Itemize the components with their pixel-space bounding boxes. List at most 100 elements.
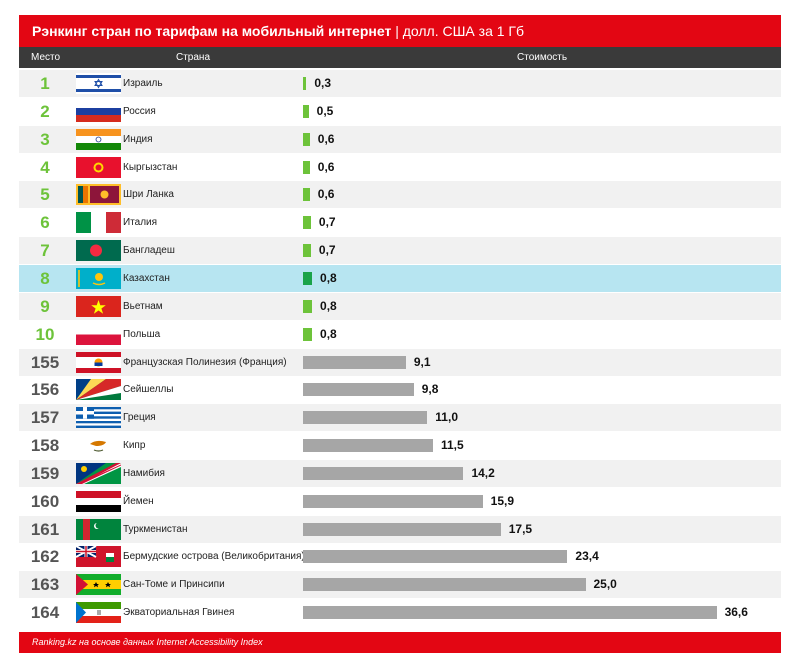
country-label: Бермудские острова (Великобритания) (123, 551, 305, 563)
value-label: 0,3 (314, 76, 332, 90)
flag-seychelles-icon (76, 379, 121, 401)
bar (303, 550, 568, 564)
value-label: 14,2 (471, 465, 495, 480)
source-footer: Ranking.kz на основе данных Internet Acc… (19, 632, 781, 653)
flag-namibia-icon (76, 462, 121, 484)
chart-title-units: | долл. США за 1 Гб (391, 23, 525, 39)
header-country: Страна (176, 52, 211, 63)
bar (303, 327, 313, 341)
value-label: 0,8 (320, 270, 337, 285)
value-label: 0,6 (317, 187, 335, 202)
rank-label: 4 (40, 157, 50, 177)
table-header: Место Страна Стоимость (19, 47, 781, 68)
country-label: Сейшеллы (123, 384, 174, 396)
table-row: 8 Казахстан 0,8 (19, 264, 781, 292)
rank-label: 159 (30, 463, 60, 483)
rank-label: 160 (30, 491, 60, 511)
country-label: Россия (123, 105, 156, 117)
value-label: 0,6 (317, 131, 335, 146)
table-row: 5 Шри Ланка 0,6 (19, 181, 781, 209)
rank-label: 8 (40, 268, 50, 288)
country-label: Польша (123, 328, 161, 340)
country-label: Экваториальная Гвинея (123, 607, 235, 619)
rank-label: 161 (30, 519, 60, 539)
table-row: 2 Россия 0,5 (19, 98, 781, 125)
bar (303, 578, 586, 592)
country-label: Французская Полинезия (Франция) (123, 356, 287, 368)
rank-label: 157 (30, 408, 60, 428)
flag-vietnam-icon (76, 295, 121, 317)
value-label: 0,7 (318, 243, 336, 258)
table-row: 1 Израиль 0,3 (19, 70, 781, 97)
country-label: Казахстан (123, 272, 170, 284)
country-label: Италия (123, 217, 158, 229)
table-row: 164 Экваториальная Гвинея 36,6 (19, 599, 781, 626)
bar (303, 216, 311, 230)
header-rank: Место (31, 52, 61, 63)
table-row: 159 Намибия 14,2 (19, 459, 781, 487)
bar (303, 494, 483, 508)
bar (303, 522, 501, 536)
table-row: 3 Индия 0,6 (19, 125, 781, 153)
country-label: Шри Ланка (123, 189, 174, 201)
value-label: 23,4 (575, 549, 599, 564)
bar (303, 132, 310, 146)
flag-italy-icon (76, 212, 121, 234)
table-row: 161 Туркменистан 17,5 (19, 515, 781, 543)
flag-turkmenistan-icon (76, 518, 121, 540)
chart-title-main: Рэнкинг стран по тарифам на мобильный ин… (32, 23, 392, 39)
flag-srilanka-icon (76, 184, 121, 206)
bar (303, 606, 717, 620)
table-row: 162 Бермудские острова (Великобритания) 23… (19, 543, 781, 570)
rank-label: 6 (40, 213, 50, 233)
table-row: 10 Польша 0,8 (19, 321, 781, 348)
rank-label: 158 (30, 436, 60, 456)
bar (303, 104, 309, 118)
table-row: 157 Греция 11,0 (19, 404, 781, 432)
value-label: 0,5 (316, 103, 334, 118)
table-row: 6 Италия 0,7 (19, 209, 781, 236)
country-label: Йемен (123, 495, 154, 507)
rank-label: 163 (30, 575, 60, 595)
rank-label: 10 (35, 324, 55, 344)
country-label: Туркменистан (123, 523, 188, 535)
rank-label: 2 (40, 101, 50, 121)
rank-label: 155 (30, 352, 60, 372)
chart-title: Рэнкинг стран по тарифам на мобильный ин… (19, 15, 781, 47)
table-row: 158 Кипр 11,5 (19, 432, 781, 459)
table-row: 160 Йемен 15,9 (19, 488, 781, 515)
value-label: 0,7 (318, 215, 336, 230)
header-cost: Стоимость (517, 52, 568, 63)
country-label: Греция (123, 412, 156, 424)
flag-yemen-icon (76, 490, 121, 512)
value-label: 15,9 (490, 493, 515, 508)
value-label: 36,6 (724, 605, 748, 620)
table-row: 155 Французская Полинезия (Франция) 9,1 (19, 348, 781, 376)
rank-label: 156 (30, 380, 60, 400)
country-label: Израиль (123, 78, 163, 89)
country-label: Вьетнам (123, 300, 163, 312)
table-row: 156 Сейшеллы 9,8 (19, 376, 781, 403)
value-label: 9,1 (413, 354, 431, 369)
table-row: 7 Бангладеш 0,7 (19, 237, 781, 265)
country-label: Сан-Томе и Принсипи (123, 579, 225, 591)
country-label: Кипр (123, 440, 146, 452)
country-label: Кыргызстан (123, 161, 178, 173)
bar (303, 411, 428, 425)
value-label: 0,6 (317, 159, 335, 174)
bar (303, 77, 307, 90)
flag-poland-icon (76, 323, 121, 345)
country-label: Индия (123, 133, 153, 145)
bar (303, 244, 311, 258)
bar (303, 383, 414, 397)
rank-label: 7 (40, 241, 50, 261)
flag-russia-icon (76, 100, 121, 122)
flag-bangladesh-icon (76, 240, 121, 262)
value-label: 25,0 (593, 577, 617, 592)
table-row: 9 Вьетнам 0,8 (19, 292, 781, 320)
flag-cyprus-icon (76, 435, 121, 457)
rank-label: 5 (40, 185, 50, 205)
value-label: 9,8 (421, 382, 439, 397)
flag-saotome-icon (76, 574, 121, 596)
value-label: 17,5 (508, 521, 533, 536)
